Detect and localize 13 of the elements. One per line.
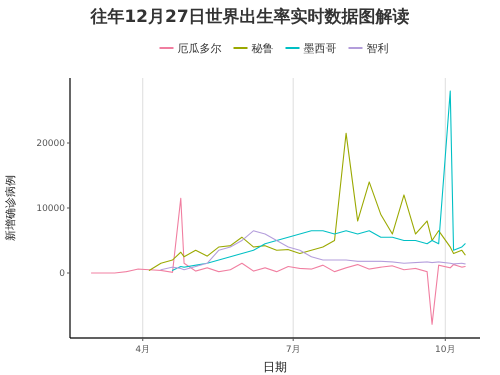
chart-title: 往年12月27日世界出生率实时数据图解读: [89, 7, 410, 27]
legend-label: 秘鲁: [252, 42, 274, 55]
y-tick-label: 20000: [36, 139, 66, 149]
legend-label: 厄瓜多尔: [178, 42, 222, 55]
y-tick-label: 0: [59, 269, 66, 279]
legend-label: 墨西哥: [304, 42, 336, 55]
x-tick-label: 7月: [286, 345, 301, 355]
y-axis-title: 新增确诊病例: [4, 175, 17, 241]
x-tick-label: 4月: [135, 345, 150, 355]
x-axis-title: 日期: [263, 360, 287, 374]
x-tick-label: 10月: [435, 345, 456, 355]
y-tick-label: 10000: [36, 204, 66, 214]
legend-label: 智利: [366, 42, 388, 55]
